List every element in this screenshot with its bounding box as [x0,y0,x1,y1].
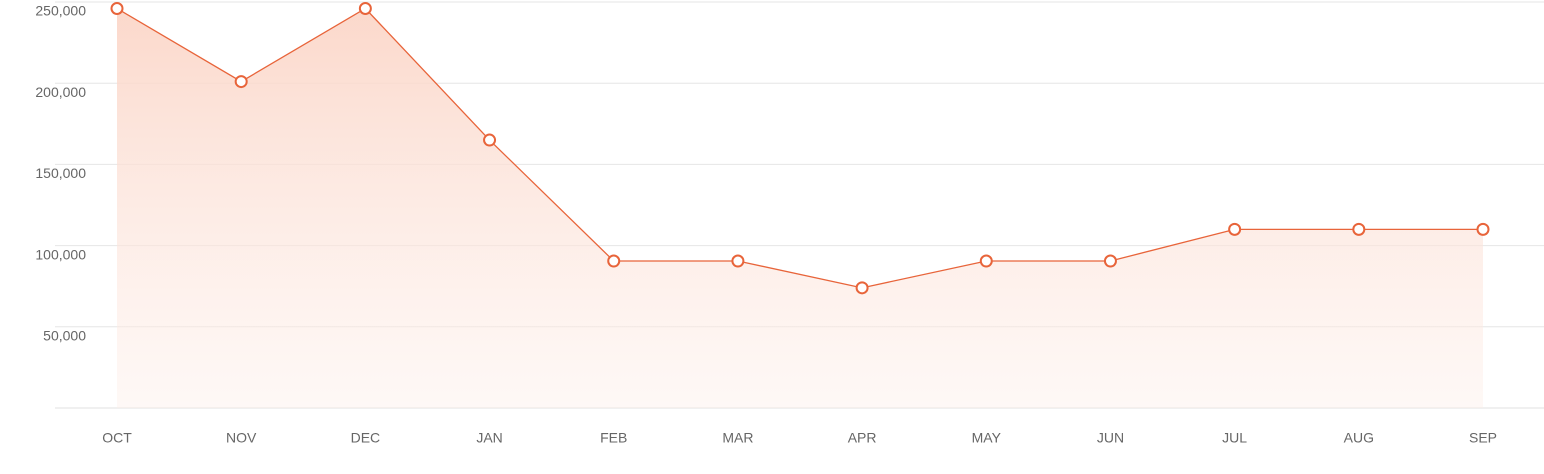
point [1352,222,1366,236]
x-tick-label: FEB [600,430,627,446]
point [607,254,621,268]
y-tick-label: 50,000 [43,328,86,344]
point [110,1,124,15]
x-tick-label: DEC [351,430,381,446]
x-tick-label: JUL [1222,430,1247,446]
line [116,7,1483,289]
point [483,133,497,147]
x-tick-label: AUG [1344,430,1374,446]
x-tick-label: JUN [1097,430,1124,446]
point [731,254,745,268]
point [1476,222,1490,236]
y-tick-label: 200,000 [35,84,86,100]
point [1228,222,1242,236]
x-tick-label: JAN [476,430,502,446]
area-fill [117,8,1483,408]
y-tick-label: 250,000 [35,3,86,19]
point [979,254,993,268]
point [855,281,869,295]
x-tick-label: MAR [722,430,753,446]
x-tick-label: SEP [1469,430,1497,446]
x-tick-label: APR [848,430,877,446]
x-tick-label: NOV [226,430,257,446]
x-tick-label: OCT [102,430,132,446]
x-tick-label: MAY [972,430,1002,446]
point [234,75,248,89]
point [358,1,372,15]
point [1103,254,1117,268]
y-tick-label: 150,000 [35,165,86,181]
y-tick-label: 100,000 [35,246,86,262]
